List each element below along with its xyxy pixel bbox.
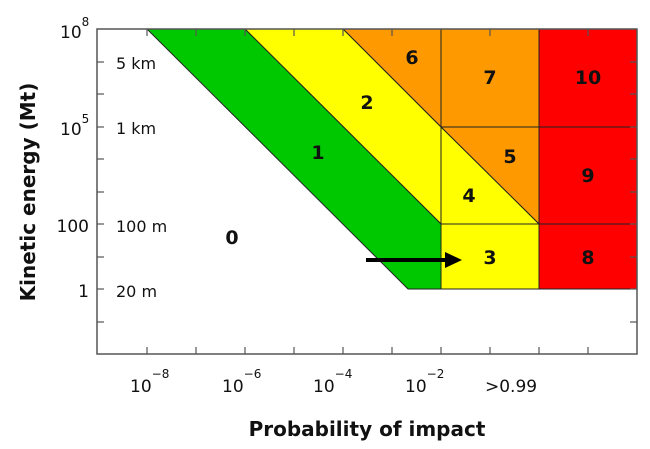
zone-10: [538, 28, 638, 128]
zone-label-4: 4: [462, 185, 475, 207]
zone-label-8: 8: [581, 247, 594, 269]
size-label-20m: 20 m: [116, 282, 157, 301]
zone-8: [538, 223, 638, 290]
arrow-icon: [366, 252, 462, 268]
zone-label-2: 2: [360, 92, 373, 114]
zone-label-0: 0: [225, 227, 238, 249]
size-label-5km: 5 km: [116, 54, 156, 73]
y-tick-label-1e8: 108: [60, 15, 89, 43]
y-ticks-left: [97, 61, 104, 323]
zone-label-5: 5: [503, 146, 516, 168]
y-tick-label-1e5: 105: [60, 112, 89, 140]
x-tick-label-1e-8: 10−8: [130, 367, 169, 397]
x-tick-label-1e-2: 10−2: [405, 367, 444, 397]
size-label-1km: 1 km: [116, 119, 156, 138]
x-ticks-bottom: [146, 347, 589, 354]
y-tick-label-100: 100: [57, 217, 89, 237]
zone-3: [440, 223, 540, 290]
x-tick-label-099: >0.99: [485, 377, 537, 397]
zone-label-7: 7: [483, 67, 496, 89]
zone-7: [440, 28, 540, 128]
zone-label-3: 3: [483, 247, 496, 269]
zone-9: [538, 126, 638, 225]
y-axis-title: Kinetic energy (Mt): [16, 83, 40, 302]
x-axis-title: Probability of impact: [249, 417, 486, 441]
y-tick-label-1: 1: [78, 282, 89, 302]
zone-label-1: 1: [311, 142, 324, 164]
x-tick-label-1e-6: 10−6: [222, 367, 261, 397]
x-ticks-top: [146, 29, 589, 36]
y-ticks-right: [630, 61, 637, 323]
x-tick-label-1e-4: 10−4: [313, 367, 352, 397]
size-label-100m: 100 m: [116, 217, 167, 236]
zone-label-6: 6: [405, 47, 418, 69]
zone-label-10: 10: [575, 67, 601, 89]
zone-label-9: 9: [581, 165, 594, 187]
